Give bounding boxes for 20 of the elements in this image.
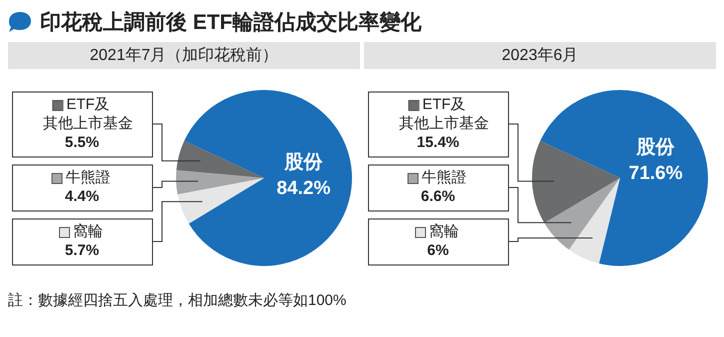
chart-subtitle: 2023年6月 <box>364 42 716 69</box>
data-label: 5.7% <box>64 242 100 260</box>
legend-label: ETF及其他上市基金 <box>43 96 133 132</box>
legend-label: 窩輪 <box>73 223 103 240</box>
text: 註：數據經四捨五入處理，相加總數未必等如100% <box>8 291 348 310</box>
data-label: 84.2% <box>276 178 331 200</box>
data-label: 5.5% <box>64 134 100 152</box>
chart-title: 印花稅上調前後 ETF輪證佔成交比率變化 <box>40 10 422 36</box>
slice-label: 股份 <box>636 137 676 158</box>
legend-label: ETF及其他上市基金 <box>399 96 489 132</box>
legend-label: 牛熊證 <box>66 169 110 186</box>
data-label: 15.4% <box>416 134 460 152</box>
data-label: 6% <box>427 242 449 260</box>
legend-label: 牛熊證 <box>422 169 466 186</box>
data-label: 71.6% <box>628 163 683 184</box>
data-label: 4.4% <box>64 188 100 206</box>
legend-label: 窩輪 <box>429 223 459 240</box>
slice-label: 股份 <box>284 152 324 174</box>
chart-subtitle: 2021年7月（加印花稅前） <box>8 42 360 69</box>
data-label: 6.6% <box>420 188 456 206</box>
